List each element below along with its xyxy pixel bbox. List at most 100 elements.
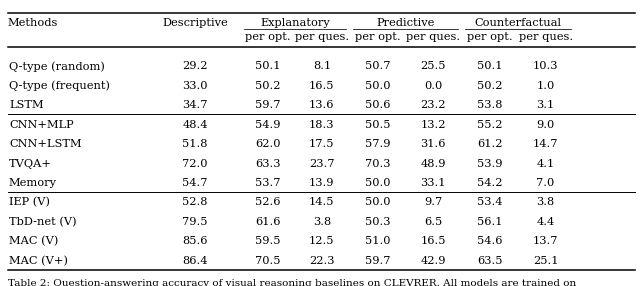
Text: Counterfactual: Counterfactual [475, 18, 561, 28]
Text: Methods: Methods [8, 18, 58, 28]
Text: 70.3: 70.3 [365, 159, 390, 168]
Text: 4.1: 4.1 [536, 159, 555, 168]
Text: 50.3: 50.3 [365, 217, 390, 227]
Text: Predictive: Predictive [376, 18, 435, 28]
Text: 79.5: 79.5 [182, 217, 208, 227]
Text: LSTM: LSTM [9, 100, 44, 110]
Text: 3.1: 3.1 [536, 100, 555, 110]
Text: 53.8: 53.8 [477, 100, 502, 110]
Text: 13.6: 13.6 [309, 100, 335, 110]
Text: 63.5: 63.5 [477, 256, 502, 266]
Text: 61.2: 61.2 [477, 139, 502, 149]
Text: 0.0: 0.0 [424, 81, 442, 91]
Text: 7.0: 7.0 [536, 178, 555, 188]
Text: 55.2: 55.2 [477, 120, 502, 130]
Text: 50.2: 50.2 [255, 81, 281, 91]
Text: 57.9: 57.9 [365, 139, 390, 149]
Text: per opt.: per opt. [467, 31, 513, 41]
Text: 50.6: 50.6 [365, 100, 390, 110]
Text: 33.1: 33.1 [420, 178, 445, 188]
Text: 50.5: 50.5 [365, 120, 390, 130]
Text: 59.7: 59.7 [365, 256, 390, 266]
Text: 54.2: 54.2 [477, 178, 502, 188]
Text: 33.0: 33.0 [182, 81, 208, 91]
Text: 48.9: 48.9 [420, 159, 445, 168]
Text: 16.5: 16.5 [309, 81, 335, 91]
Text: 51.0: 51.0 [365, 237, 390, 246]
Text: 29.2: 29.2 [182, 61, 208, 71]
Text: 85.6: 85.6 [182, 237, 208, 246]
Text: 50.0: 50.0 [365, 178, 390, 188]
Text: 59.7: 59.7 [255, 100, 281, 110]
Text: 62.0: 62.0 [255, 139, 281, 149]
Text: 51.8: 51.8 [182, 139, 208, 149]
Text: 25.1: 25.1 [533, 256, 558, 266]
Text: 4.4: 4.4 [536, 217, 555, 227]
Text: Q-type (random): Q-type (random) [9, 61, 105, 72]
Text: 53.4: 53.4 [477, 198, 502, 207]
Text: 18.3: 18.3 [309, 120, 335, 130]
Text: 61.6: 61.6 [255, 217, 281, 227]
Text: 52.6: 52.6 [255, 198, 281, 207]
Text: 63.3: 63.3 [255, 159, 281, 168]
Text: 72.0: 72.0 [182, 159, 208, 168]
Text: 59.5: 59.5 [255, 237, 281, 246]
Text: 31.6: 31.6 [420, 139, 445, 149]
Text: 50.0: 50.0 [365, 81, 390, 91]
Text: 54.7: 54.7 [182, 178, 208, 188]
Text: 1.0: 1.0 [536, 81, 555, 91]
Text: 9.7: 9.7 [424, 198, 442, 207]
Text: Explanatory: Explanatory [260, 18, 330, 28]
Text: MAC (V): MAC (V) [9, 236, 58, 247]
Text: 54.9: 54.9 [255, 120, 281, 130]
Text: 23.7: 23.7 [309, 159, 335, 168]
Text: per ques.: per ques. [406, 31, 460, 41]
Text: 16.5: 16.5 [420, 237, 445, 246]
Text: per ques.: per ques. [518, 31, 573, 41]
Text: per ques.: per ques. [295, 31, 349, 41]
Text: 6.5: 6.5 [424, 217, 442, 227]
Text: 22.3: 22.3 [309, 256, 335, 266]
Text: 25.5: 25.5 [420, 61, 445, 71]
Text: per opt.: per opt. [245, 31, 291, 41]
Text: 53.7: 53.7 [255, 178, 281, 188]
Text: CNN+LSTM: CNN+LSTM [9, 139, 81, 149]
Text: 50.1: 50.1 [477, 61, 502, 71]
Text: per opt.: per opt. [355, 31, 401, 41]
Text: 17.5: 17.5 [309, 139, 335, 149]
Text: IEP (V): IEP (V) [9, 197, 50, 208]
Text: 13.2: 13.2 [420, 120, 445, 130]
Text: 12.5: 12.5 [309, 237, 335, 246]
Text: 3.8: 3.8 [313, 217, 331, 227]
Text: 9.0: 9.0 [536, 120, 555, 130]
Text: 70.5: 70.5 [255, 256, 281, 266]
Text: TVQA+: TVQA+ [9, 159, 52, 168]
Text: 34.7: 34.7 [182, 100, 208, 110]
Text: 48.4: 48.4 [182, 120, 208, 130]
Text: 50.1: 50.1 [255, 61, 281, 71]
Text: 42.9: 42.9 [420, 256, 445, 266]
Text: 13.9: 13.9 [309, 178, 335, 188]
Text: Descriptive: Descriptive [163, 18, 228, 28]
Text: MAC (V+): MAC (V+) [9, 256, 68, 266]
Text: 14.5: 14.5 [309, 198, 335, 207]
Text: 8.1: 8.1 [313, 61, 331, 71]
Text: 23.2: 23.2 [420, 100, 445, 110]
Text: 14.7: 14.7 [533, 139, 558, 149]
Text: Q-type (frequent): Q-type (frequent) [9, 81, 110, 91]
Text: CNN+MLP: CNN+MLP [9, 120, 74, 130]
Text: 50.0: 50.0 [365, 198, 390, 207]
Text: 54.6: 54.6 [477, 237, 502, 246]
Text: 56.1: 56.1 [477, 217, 502, 227]
Text: 86.4: 86.4 [182, 256, 208, 266]
Text: Memory: Memory [9, 178, 57, 188]
Text: 53.9: 53.9 [477, 159, 502, 168]
Text: 50.7: 50.7 [365, 61, 390, 71]
Text: 13.7: 13.7 [533, 237, 558, 246]
Text: Table 2: Question-answering accuracy of visual reasoning baselines on CLEVRER. A: Table 2: Question-answering accuracy of … [8, 279, 576, 286]
Text: 3.8: 3.8 [536, 198, 555, 207]
Text: TbD-net (V): TbD-net (V) [9, 217, 77, 227]
Text: 52.8: 52.8 [182, 198, 208, 207]
Text: 50.2: 50.2 [477, 81, 502, 91]
Text: 10.3: 10.3 [533, 61, 558, 71]
